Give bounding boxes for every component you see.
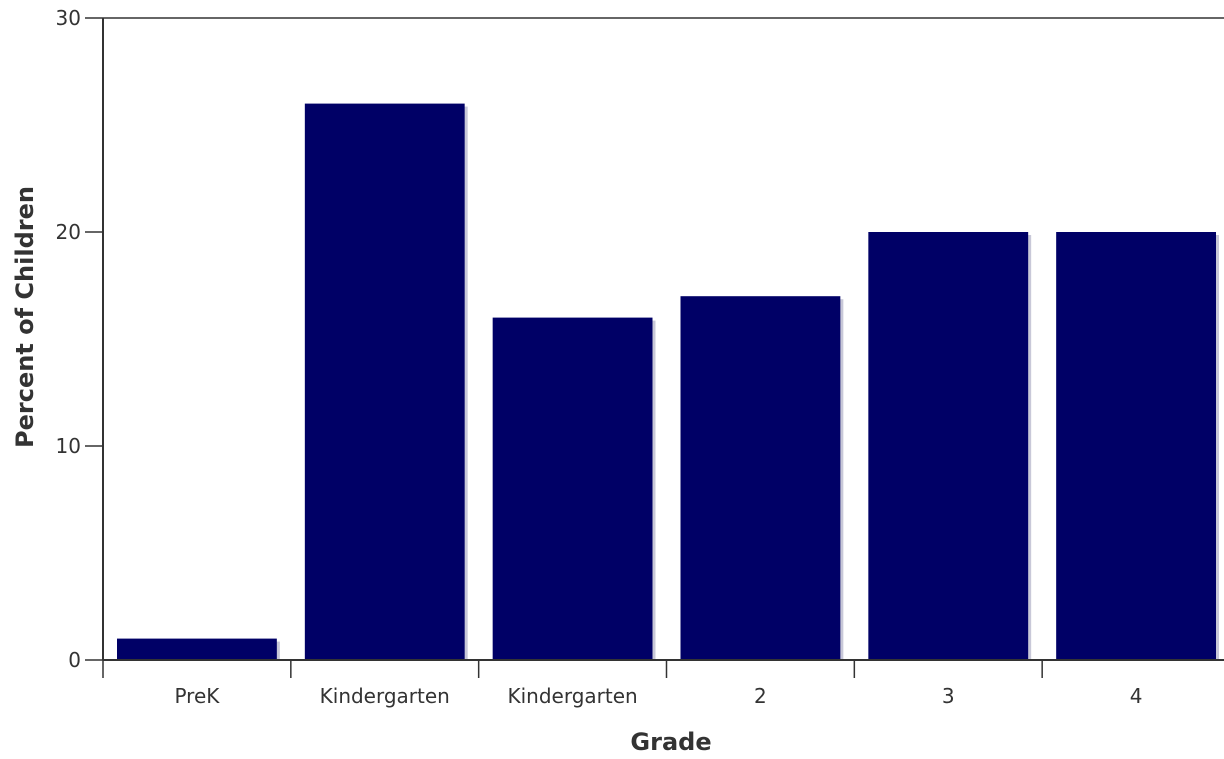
x-tick-label: 4: [1130, 684, 1143, 708]
bar-1: [304, 103, 465, 661]
y-ticks-group: 0 10 20 30: [56, 6, 103, 672]
x-tick-label: Kindergarten: [320, 684, 450, 708]
y-tick-label: 30: [56, 6, 81, 30]
x-axis-title: Grade: [630, 728, 711, 756]
x-tick-label: PreK: [174, 684, 220, 708]
bar-4: [868, 232, 1029, 660]
x-ticks-group: PreK Kindergarten Kindergarten 2 3 4: [102, 660, 1143, 708]
bar-0: [117, 638, 277, 660]
bar-3: [680, 296, 841, 660]
bar-2: [492, 317, 653, 660]
bars-group: [117, 103, 1219, 661]
x-tick-label: 3: [942, 684, 955, 708]
x-tick-label: 2: [754, 684, 767, 708]
x-tick-label: Kindergarten: [507, 684, 637, 708]
y-tick-label: 0: [68, 648, 81, 672]
y-axis-title: Percent of Children: [11, 186, 39, 448]
bar-5: [1056, 232, 1216, 660]
y-tick-label: 20: [56, 220, 81, 244]
y-tick-label: 10: [56, 434, 81, 458]
